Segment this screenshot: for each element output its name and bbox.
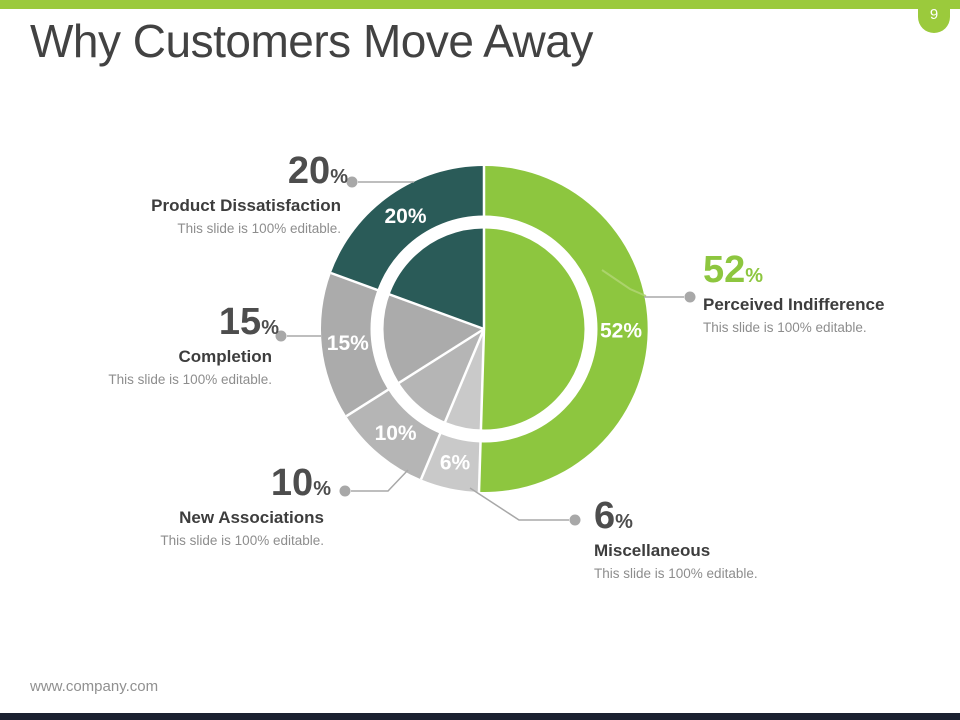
pie-slice-perceived-indifference (479, 165, 648, 492)
callout-note: This slide is 100% editable. (594, 565, 758, 581)
slice-separator (345, 327, 485, 418)
slice-separator (330, 271, 485, 331)
callout-line (351, 469, 409, 492)
top-accent-bar (0, 0, 960, 9)
callout-label: Product Dissatisfaction (151, 196, 341, 215)
callout-dot (339, 485, 351, 497)
callout-new-associations: 10% New Associations This slide is 100% … (160, 464, 331, 548)
callout-note: This slide is 100% editable. (177, 220, 341, 236)
slice-label: 10% (375, 422, 417, 445)
slice-label: 6% (440, 451, 471, 474)
callout-perceived-indifference: 52% Perceived Indifference This slide is… (703, 251, 884, 335)
footer-url[interactable]: www.company.com (30, 678, 159, 695)
callout-miscellaneous: 6% Miscellaneous This slide is 100% edit… (594, 497, 758, 581)
callout-value: 20% (287, 150, 348, 192)
page-number: 9 (929, 6, 939, 23)
inner-ring (370, 215, 598, 443)
callout-dot (346, 176, 358, 188)
slice-label: 20% (384, 205, 426, 228)
bottom-accent-bar (0, 713, 960, 720)
page-number-badge: 9 (918, 0, 950, 33)
callout-label: Completion (178, 347, 273, 366)
slice-separator (419, 328, 486, 480)
callout-label: New Associations (179, 508, 324, 527)
callout-note: This slide is 100% editable. (703, 319, 867, 335)
callout-dot (684, 291, 696, 303)
slice-separator (477, 328, 486, 492)
callout-value: 15% (218, 301, 279, 343)
callout-label: Perceived Indifference (703, 295, 885, 314)
callout-completion: 15% Completion This slide is 100% editab… (108, 303, 279, 387)
pie-slice-completion (320, 273, 484, 417)
callout-dot (569, 514, 581, 526)
callout-note: This slide is 100% editable. (160, 532, 324, 548)
callout-label: Miscellaneous (594, 541, 711, 560)
callout-value: 6% (594, 495, 633, 537)
callout-value: 10% (270, 462, 331, 504)
slice-label: 52% (600, 320, 642, 343)
slice-label: 15% (327, 332, 369, 355)
accent-line (601, 269, 647, 297)
callout-product-dissatisfaction: 20% Product Dissatisfaction This slide i… (151, 152, 348, 236)
callout-value: 52% (703, 249, 764, 291)
callout-dot (275, 330, 287, 342)
callout-note: This slide is 100% editable. (108, 371, 272, 387)
callout-line (469, 487, 569, 521)
slide-title: Why Customers Move Away (30, 15, 593, 67)
